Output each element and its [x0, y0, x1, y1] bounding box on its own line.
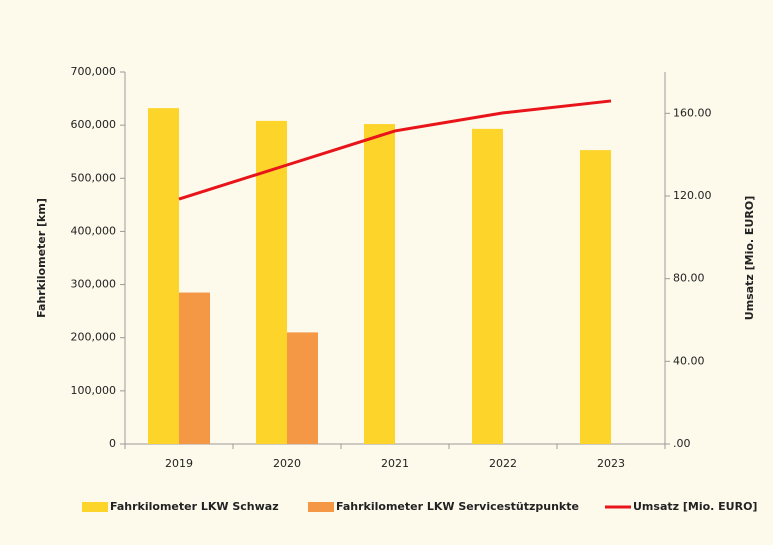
y-axis-title: Fahrkilometer [km]	[35, 198, 48, 318]
legend-swatch	[308, 502, 334, 512]
y-tick-label: 200,000	[71, 331, 117, 344]
bar	[179, 292, 210, 444]
bar	[580, 150, 611, 444]
x-tick-label: 2021	[381, 457, 409, 470]
bar	[287, 332, 318, 444]
y-tick-label: 300,000	[71, 278, 117, 291]
y-tick-label: 0	[109, 437, 116, 450]
bar	[364, 124, 395, 444]
y-tick-label: 400,000	[71, 224, 117, 237]
y-tick-label: 100,000	[71, 384, 117, 397]
x-tick-label: 2020	[273, 457, 301, 470]
bar	[148, 108, 179, 444]
legend-label: Umsatz [Mio. EURO]	[633, 500, 757, 513]
y2-tick-label: 120.00	[673, 189, 712, 202]
y2-axis-title: Umsatz [Mio. EURO]	[743, 196, 756, 320]
y2-tick-label: 80.00	[673, 272, 705, 285]
y2-tick-label: 40.00	[673, 354, 705, 367]
x-tick-label: 2023	[597, 457, 625, 470]
y-tick-label: 500,000	[71, 171, 117, 184]
y-tick-label: 700,000	[71, 65, 117, 78]
line	[178, 99, 612, 201]
y2-tick-label: 160.00	[673, 106, 712, 119]
legend-swatch	[82, 502, 108, 512]
y2-tick-label: .00	[673, 437, 691, 450]
y-tick-label: 600,000	[71, 118, 117, 131]
bar	[256, 120, 287, 445]
legend-label: Fahrkilometer LKW Servicestützpunkte	[336, 500, 579, 513]
legend-label: Fahrkilometer LKW Schwaz	[110, 500, 279, 513]
x-tick-label: 2022	[489, 457, 517, 470]
x-tick-label: 2019	[165, 457, 193, 470]
bar	[472, 128, 503, 444]
